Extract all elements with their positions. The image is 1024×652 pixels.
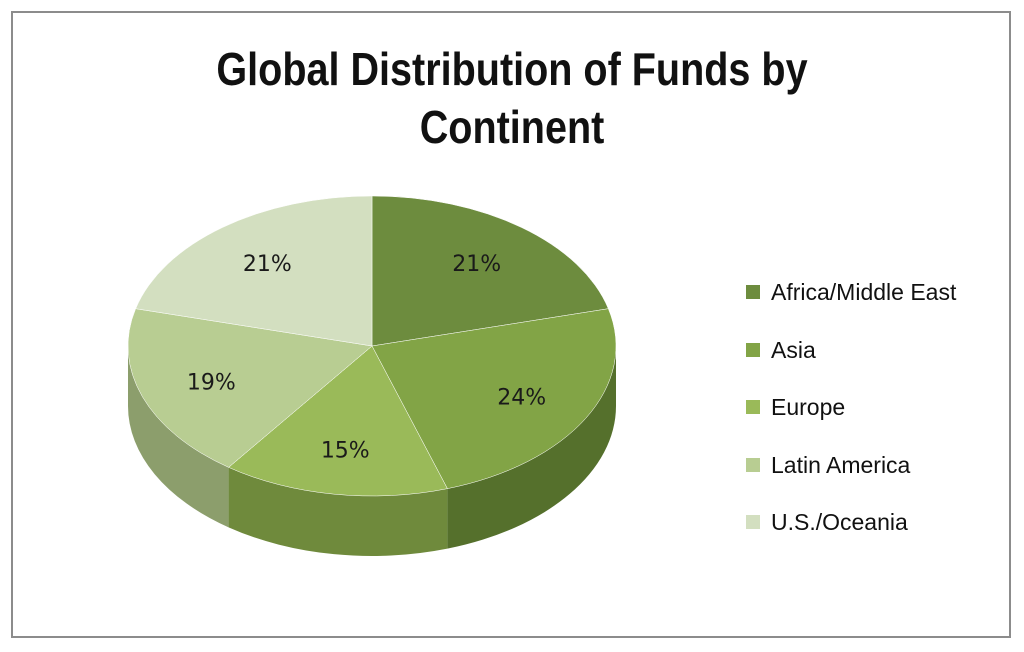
pie-slice-asia: [371, 308, 617, 489]
pie-label-latin-america: 19%: [187, 371, 236, 396]
pie-slice-africa-middle-east: [371, 195, 609, 347]
pie-slice-europe: [228, 345, 448, 497]
pie-slice-latin-america: [127, 308, 373, 468]
legend-swatch: [746, 400, 760, 414]
pie-label-europe: 15%: [321, 439, 370, 464]
pie-side-asia: [447, 346, 616, 549]
pie-label-asia: 24%: [497, 386, 546, 411]
pie-labels: 21% 24% 15% 19% 21%: [187, 252, 546, 464]
legend-label: Latin America: [771, 451, 911, 478]
legend-label: U.S./Oceania: [771, 509, 908, 535]
pie-sides: [127, 346, 616, 556]
pie-side-europe: [228, 467, 448, 556]
pie-side-latin-america: [127, 346, 229, 528]
chart-title: Global Distribution of Funds by Continen…: [72, 40, 953, 156]
legend-swatch: [746, 342, 760, 357]
legend-swatch: [746, 457, 760, 472]
pie-label-africa-middle-east: 21%: [452, 252, 501, 277]
legend-label: Asia: [771, 336, 816, 363]
pie-slice-us-oceania: [135, 195, 373, 347]
legend-swatch: [746, 515, 760, 529]
chart-title-line-2: Continent: [419, 101, 605, 153]
chart-title-line-1: Global Distribution of Funds by: [216, 43, 808, 95]
pie-tops: [127, 195, 617, 497]
legend-label: Africa/Middle East: [771, 279, 957, 305]
legend-swatch: [746, 285, 760, 299]
pie-label-us-oceania: 21%: [243, 252, 292, 277]
legend-label: Europe: [771, 394, 846, 420]
